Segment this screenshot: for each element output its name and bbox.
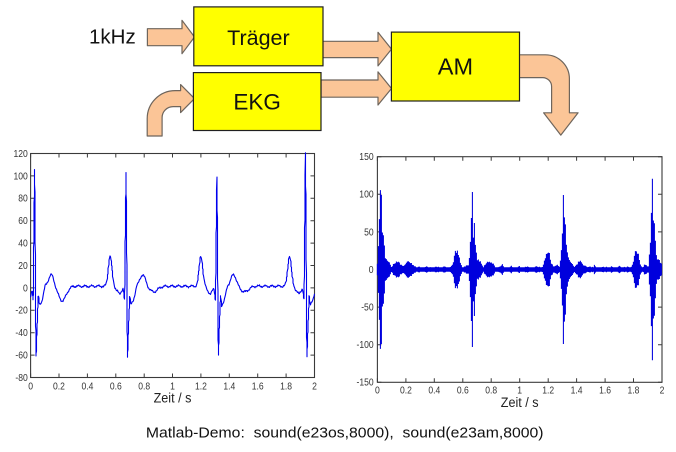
svg-text:1kHz: 1kHz bbox=[89, 26, 136, 49]
svg-text:80: 80 bbox=[18, 194, 28, 205]
svg-text:0.2: 0.2 bbox=[400, 386, 412, 397]
svg-text:0: 0 bbox=[28, 382, 33, 393]
svg-text:2: 2 bbox=[660, 386, 665, 397]
svg-text:-100: -100 bbox=[357, 340, 374, 351]
svg-text:-60: -60 bbox=[15, 351, 28, 362]
svg-text:1.2: 1.2 bbox=[542, 386, 554, 397]
svg-text:1.2: 1.2 bbox=[195, 382, 207, 393]
svg-text:0: 0 bbox=[369, 265, 374, 276]
svg-text:0.2: 0.2 bbox=[53, 382, 65, 393]
svg-text:Träger: Träger bbox=[227, 26, 290, 50]
svg-text:0: 0 bbox=[23, 283, 28, 294]
svg-text:0.4: 0.4 bbox=[428, 386, 440, 397]
svg-text:Matlab-Demo: sound(e23os,8000: Matlab-Demo: sound(e23os,8000), sound(e2… bbox=[146, 424, 544, 441]
svg-text:-20: -20 bbox=[15, 306, 28, 317]
svg-text:60: 60 bbox=[18, 216, 28, 227]
svg-text:1.6: 1.6 bbox=[599, 386, 611, 397]
svg-text:-80: -80 bbox=[15, 373, 28, 384]
svg-text:0.6: 0.6 bbox=[110, 382, 122, 393]
svg-text:Zeit / s: Zeit / s bbox=[154, 391, 192, 406]
svg-text:2: 2 bbox=[312, 382, 317, 393]
svg-text:0.4: 0.4 bbox=[81, 382, 93, 393]
svg-text:120: 120 bbox=[14, 149, 29, 160]
svg-text:50: 50 bbox=[364, 227, 374, 238]
svg-text:40: 40 bbox=[18, 239, 28, 250]
svg-text:150: 150 bbox=[359, 152, 374, 163]
svg-text:-50: -50 bbox=[361, 303, 374, 314]
svg-text:EKG: EKG bbox=[233, 89, 281, 114]
svg-text:1.4: 1.4 bbox=[571, 386, 583, 397]
svg-text:-40: -40 bbox=[15, 328, 28, 339]
svg-text:0.8: 0.8 bbox=[138, 382, 150, 393]
svg-text:1.8: 1.8 bbox=[628, 386, 640, 397]
svg-text:1: 1 bbox=[517, 386, 522, 397]
svg-text:1: 1 bbox=[170, 382, 175, 393]
svg-text:0.6: 0.6 bbox=[457, 386, 469, 397]
svg-text:0.8: 0.8 bbox=[485, 386, 497, 397]
svg-text:1.8: 1.8 bbox=[280, 382, 292, 393]
svg-text:-150: -150 bbox=[357, 378, 374, 389]
svg-text:100: 100 bbox=[359, 190, 374, 201]
svg-text:20: 20 bbox=[18, 261, 28, 272]
svg-text:0: 0 bbox=[375, 386, 380, 397]
svg-text:100: 100 bbox=[14, 171, 29, 182]
svg-text:Zeit / s: Zeit / s bbox=[501, 395, 539, 410]
svg-text:1.6: 1.6 bbox=[252, 382, 264, 393]
svg-text:AM: AM bbox=[438, 53, 473, 79]
svg-text:1.4: 1.4 bbox=[223, 382, 235, 393]
